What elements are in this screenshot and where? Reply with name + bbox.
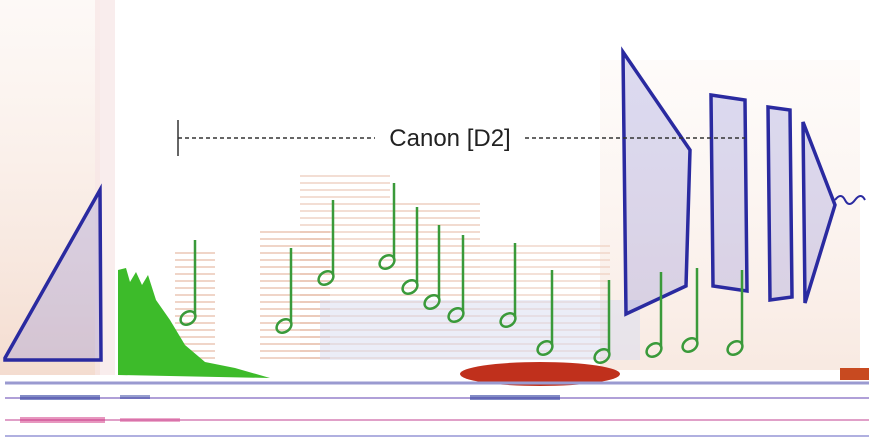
track-strips	[5, 381, 869, 437]
note	[447, 235, 465, 323]
note	[423, 225, 441, 310]
red-region	[460, 362, 620, 386]
note-markers	[179, 183, 744, 364]
note	[499, 243, 517, 328]
spectral-texture	[0, 0, 860, 375]
note	[179, 240, 197, 326]
region-box	[709, 92, 749, 294]
note	[401, 207, 419, 295]
note	[317, 200, 335, 286]
region-trapezoid	[621, 46, 692, 317]
waveform-tail	[834, 195, 866, 205]
note	[681, 268, 699, 353]
note	[726, 270, 744, 356]
region-box	[766, 104, 794, 303]
note	[593, 280, 611, 364]
region-triangle	[801, 121, 837, 304]
note	[536, 270, 554, 356]
note	[378, 183, 396, 270]
green-region	[118, 268, 270, 378]
note	[275, 248, 293, 334]
red-marker	[840, 368, 869, 380]
annotation-label: Canon [D2]	[389, 125, 510, 152]
region-triangle	[3, 183, 103, 362]
note	[645, 272, 663, 358]
